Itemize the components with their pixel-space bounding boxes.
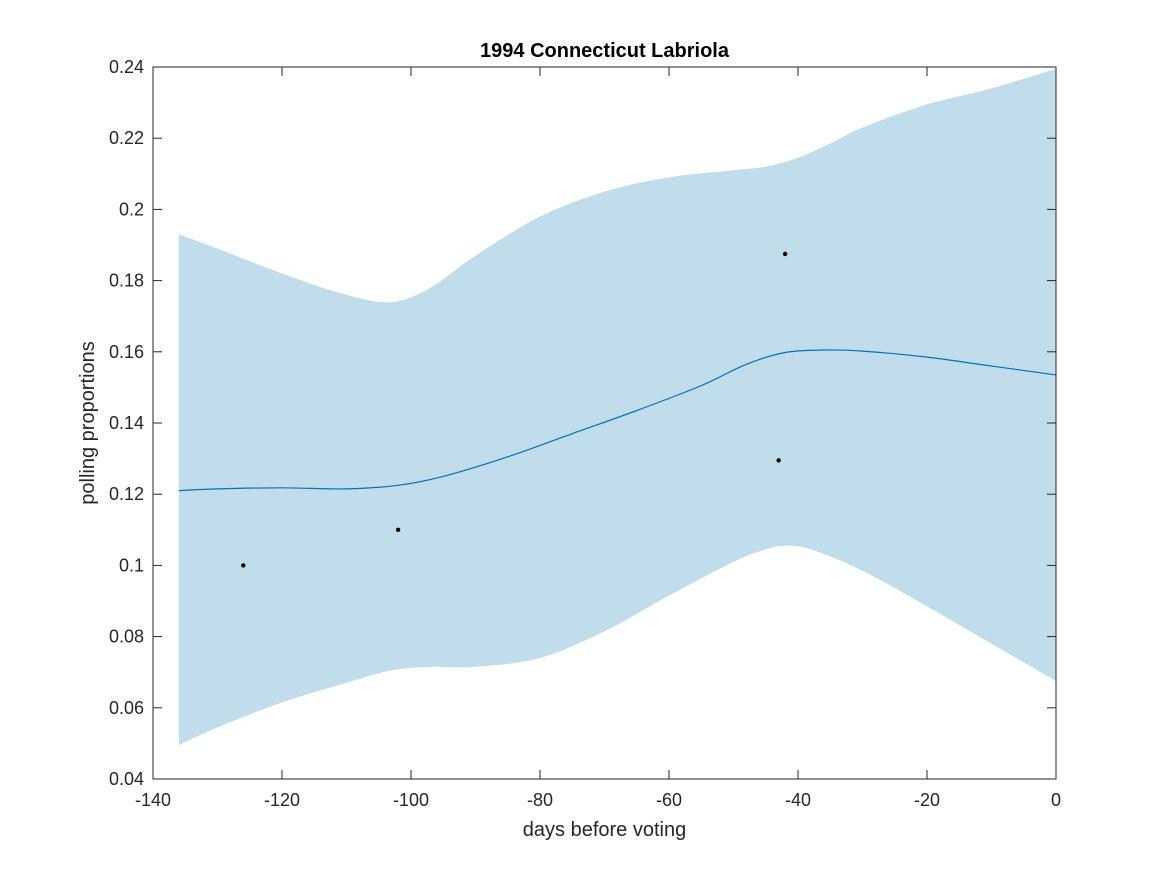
y-tick-label: 0.18: [109, 271, 144, 291]
x-tick-label: -120: [264, 790, 300, 810]
y-tick-label: 0.16: [109, 342, 144, 362]
poll-point: [776, 458, 781, 463]
x-tick-label: -60: [656, 790, 682, 810]
chart-title: 1994 Connecticut Labriola: [480, 40, 730, 62]
y-tick-label: 0.04: [109, 769, 144, 789]
x-tick-label: 0: [1051, 790, 1061, 810]
y-tick-label: 0.08: [109, 627, 144, 647]
x-tick-label: -140: [135, 790, 171, 810]
y-axis-label: polling proportions: [77, 341, 99, 504]
y-tick-label: 0.06: [109, 698, 144, 718]
y-axis-ticks: 0.04 0.06 0.08 0.1 0.12 0.14 0.16 0.18 0.2 0.22 0.…: [109, 57, 1056, 789]
y-tick-label: 0.12: [109, 484, 144, 504]
x-tick-label: -20: [914, 790, 940, 810]
x-tick-label: -40: [785, 790, 811, 810]
x-axis-label: days before voting: [523, 819, 686, 841]
poll-point: [395, 527, 401, 532]
x-axis-ticks: -140 -120 -100 -80 -60 -40 -20 0: [135, 67, 1061, 810]
x-tick-label: -80: [527, 790, 553, 810]
poll-points: [241, 251, 788, 568]
y-tick-label: 0.24: [109, 57, 144, 77]
poll-point: [782, 251, 788, 257]
x-tick-label: -100: [393, 790, 429, 810]
y-tick-label: 0.2: [119, 199, 144, 219]
trend-line: [178, 349, 1057, 492]
poll-point: [241, 563, 246, 568]
y-tick-label: 0.1: [119, 555, 144, 575]
y-tick-label: 0.14: [109, 413, 144, 433]
y-tick-label: 0.22: [109, 128, 144, 148]
confidence-band: [178, 68, 1057, 746]
